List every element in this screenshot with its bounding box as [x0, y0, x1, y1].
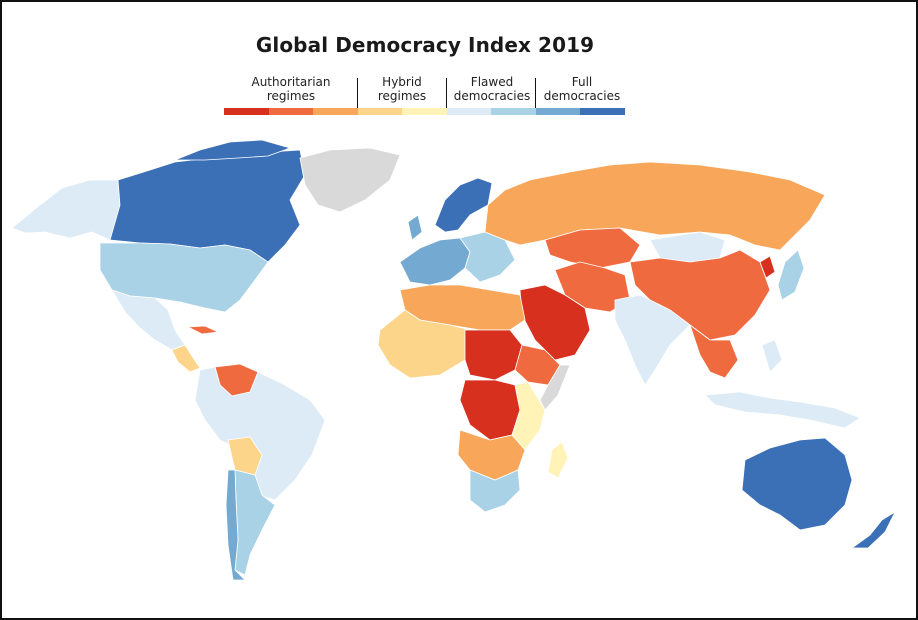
legend-swatch	[313, 108, 358, 115]
legend-swatch	[580, 108, 625, 115]
region-russia	[484, 161, 826, 251]
region-somalia	[539, 364, 571, 411]
region-new-zealand	[851, 511, 896, 549]
legend-swatch	[357, 108, 403, 115]
region-sudan-chad	[464, 329, 523, 381]
region-indonesia	[704, 391, 861, 429]
legend-label-full-line1: Full	[571, 75, 593, 89]
region-chile	[225, 469, 246, 581]
region-north-korea	[759, 255, 776, 279]
legend-label-authoritarian-line2: regimes	[266, 89, 316, 103]
legend-divider	[535, 78, 536, 112]
region-greenland	[299, 147, 401, 213]
legend-label-hybrid-line2: regimes	[377, 89, 427, 103]
region-india	[614, 294, 691, 386]
region-uk-ireland	[407, 214, 423, 241]
region-western-europe	[399, 237, 471, 286]
legend-swatch	[535, 108, 581, 115]
region-cuba	[187, 325, 219, 335]
legend-swatch	[446, 108, 492, 115]
region-alaska	[11, 179, 121, 241]
legend-label-full-line2: democracies	[543, 89, 621, 103]
region-saudi-arabia	[519, 284, 591, 361]
legend-divider	[446, 78, 447, 112]
legend-label-flawed: Flawed democracies	[450, 75, 534, 103]
region-philippines	[761, 339, 783, 373]
legend-divider	[357, 78, 358, 112]
region-madagascar	[547, 441, 569, 479]
legend-label-hybrid: Hybrid regimes	[366, 75, 438, 103]
legend-swatch	[491, 108, 536, 115]
region-japan	[777, 249, 805, 301]
region-southern-africa	[469, 469, 521, 513]
region-scandinavia	[434, 177, 493, 233]
legend-label-hybrid-line1: Hybrid	[382, 75, 422, 89]
region-canada-islands	[174, 139, 291, 161]
legend-swatch	[224, 108, 269, 115]
legend-label-flawed-line2: democracies	[453, 89, 531, 103]
map-title: Global Democracy Index 2019	[255, 33, 595, 57]
region-bolivia	[227, 436, 263, 476]
region-mongolia	[649, 231, 726, 263]
legend-swatch	[268, 108, 314, 115]
legend-label-flawed-line1: Flawed	[470, 75, 514, 89]
legend-label-authoritarian-line1: Authoritarian	[251, 75, 331, 89]
region-central-america	[171, 344, 201, 373]
region-brazil	[194, 366, 326, 501]
legend-label-authoritarian: Authoritarian regimes	[236, 75, 346, 103]
legend-swatch	[402, 108, 447, 115]
region-drc	[459, 379, 521, 441]
region-australia	[741, 437, 853, 531]
legend-label-full: Full democracies	[540, 75, 624, 103]
region-southeast-asia	[689, 324, 739, 379]
region-east-africa	[511, 381, 546, 451]
